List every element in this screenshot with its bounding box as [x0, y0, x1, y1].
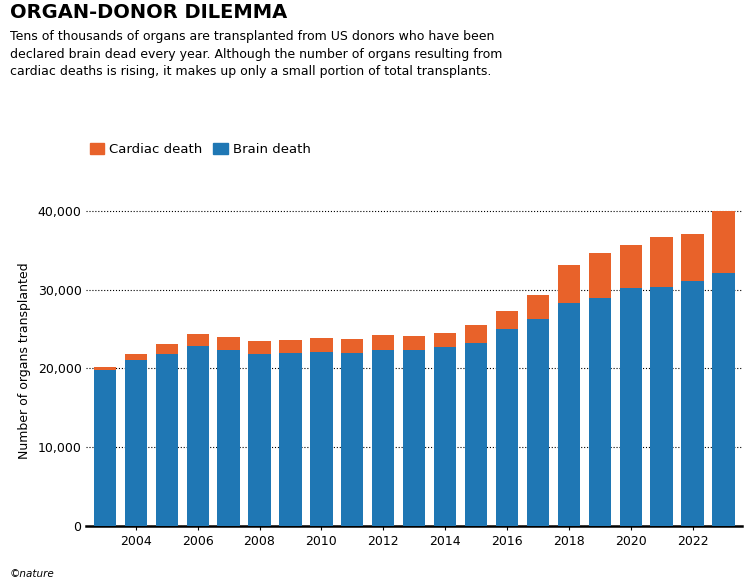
Bar: [620, 245, 642, 288]
Bar: [186, 333, 209, 346]
Text: Tens of thousands of organs are transplanted from US donors who have been
declar: Tens of thousands of organs are transpla…: [10, 30, 502, 78]
Bar: [526, 319, 549, 526]
Legend: Cardiac death, Brain death: Cardiac death, Brain death: [89, 143, 311, 156]
Text: ORGAN-DONOR DILEMMA: ORGAN-DONOR DILEMMA: [10, 3, 287, 22]
Bar: [650, 287, 673, 526]
Bar: [279, 353, 302, 526]
Bar: [125, 360, 147, 526]
Bar: [218, 350, 240, 526]
Bar: [94, 367, 116, 370]
Bar: [403, 336, 425, 350]
Bar: [155, 354, 178, 526]
Bar: [712, 211, 734, 273]
Bar: [372, 335, 394, 350]
Bar: [620, 288, 642, 526]
Bar: [465, 325, 487, 343]
Bar: [249, 341, 270, 353]
Bar: [526, 296, 549, 319]
Bar: [712, 273, 734, 526]
Bar: [310, 338, 333, 352]
Bar: [434, 333, 457, 347]
Bar: [403, 350, 425, 526]
Bar: [218, 337, 240, 350]
Bar: [558, 265, 580, 303]
Bar: [125, 353, 147, 360]
Bar: [681, 234, 704, 281]
Bar: [310, 352, 333, 526]
Text: ©nature: ©nature: [10, 569, 55, 579]
Bar: [186, 346, 209, 526]
Bar: [434, 347, 457, 526]
Bar: [94, 370, 116, 526]
Y-axis label: Number of organs transplanted: Number of organs transplanted: [18, 262, 31, 459]
Bar: [558, 303, 580, 526]
Bar: [341, 353, 363, 526]
Bar: [496, 329, 518, 526]
Bar: [341, 339, 363, 353]
Bar: [249, 353, 270, 526]
Bar: [496, 311, 518, 329]
Bar: [279, 340, 302, 353]
Bar: [372, 350, 394, 526]
Bar: [589, 298, 611, 526]
Bar: [465, 343, 487, 526]
Bar: [681, 281, 704, 526]
Bar: [589, 253, 611, 298]
Bar: [155, 344, 178, 354]
Bar: [650, 237, 673, 287]
